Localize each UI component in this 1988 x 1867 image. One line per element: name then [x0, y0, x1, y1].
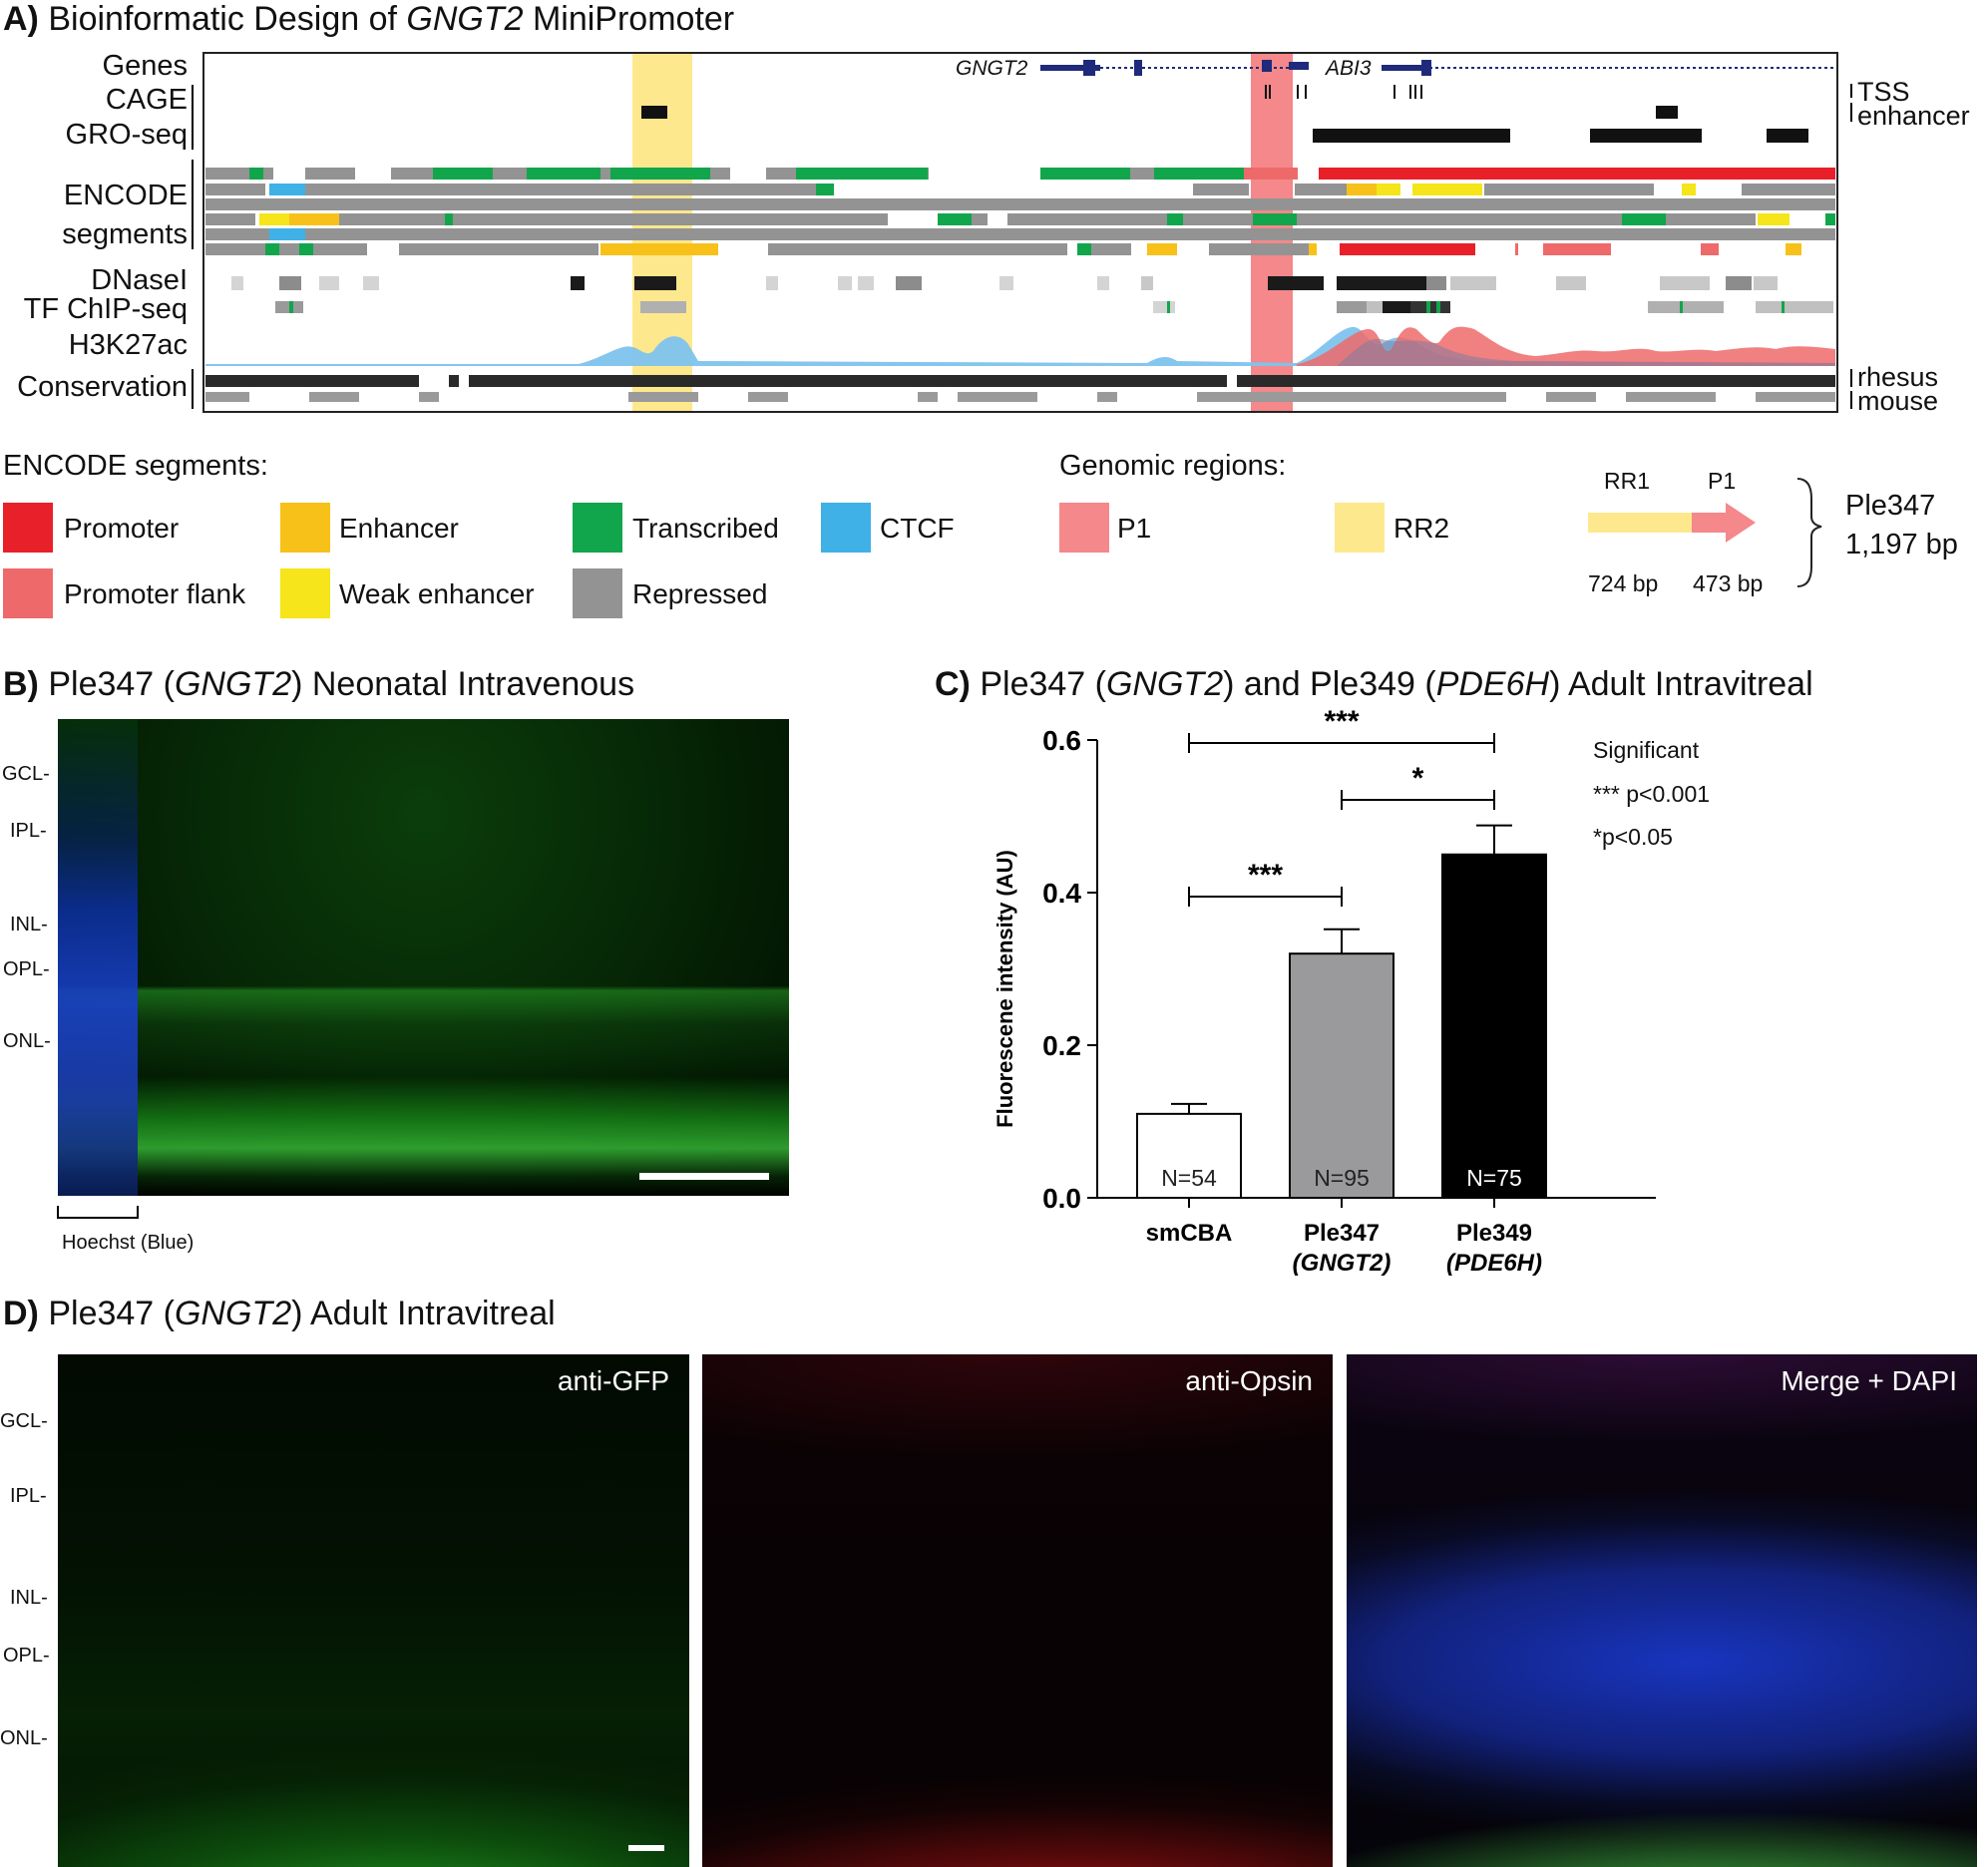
- swatch-promoter-flank: [3, 568, 53, 618]
- track-label-conservation: Conservation: [17, 371, 188, 403]
- y-axis-label: Fluorescene intensity (AU): [993, 850, 1017, 1128]
- layer-b-opl: OPL-: [3, 958, 50, 980]
- construct-rr1: RR1: [1604, 468, 1651, 494]
- panel-d-title: D) Ple347 (GNGT2) Adult Intravitreal: [3, 1295, 556, 1332]
- gro-seq-track: [1313, 129, 1808, 143]
- panel-b-title: B) Ple347 (GNGT2) Neonatal Intravenous: [3, 665, 635, 703]
- label-ctcf: CTCF: [880, 513, 955, 544]
- label-enhancer: Enhancer: [339, 513, 459, 544]
- n-label: N=95: [1314, 1165, 1370, 1191]
- micrograph-neonatal: [58, 719, 789, 1196]
- scale-bar: [639, 1173, 769, 1180]
- layer-d-ipl: IPL-: [10, 1485, 47, 1507]
- swatch-rr2: [1335, 503, 1385, 553]
- encode-segments: [205, 168, 1835, 255]
- dnase-track: [231, 276, 1778, 290]
- y-tick-label: 0.6: [1042, 725, 1081, 756]
- track-label-segments: segments: [62, 218, 188, 250]
- label-repressed: Repressed: [632, 578, 768, 609]
- swatch-transcribed: [573, 503, 622, 553]
- swatch-enhancer: [280, 503, 330, 553]
- bar: [1289, 952, 1394, 1200]
- construct-size: 1,197 bp: [1845, 529, 1958, 560]
- layer-d-gcl: GCL-: [0, 1410, 48, 1432]
- track-label-gro-seq: GRO-seq: [65, 119, 188, 151]
- track-label-cage: CAGE: [105, 84, 188, 116]
- track-label-encode: ENCODE: [63, 180, 188, 211]
- layer-b-ipl: IPL-: [10, 820, 47, 842]
- layer-d-opl: OPL-: [3, 1645, 50, 1667]
- track-label-h3k27ac: H3K27ac: [68, 329, 188, 361]
- hoechst-label: Hoechst (Blue): [62, 1232, 195, 1254]
- right-label-mouse: mouse: [1857, 386, 1939, 416]
- swatch-promoter: [3, 503, 53, 553]
- construct-p1-bp: 473 bp: [1693, 570, 1764, 596]
- layer-d-inl: INL-: [10, 1587, 48, 1609]
- gene-label-gngt2: GNGT2: [956, 57, 1028, 80]
- swatch-p1: [1059, 503, 1109, 553]
- n-label: N=54: [1161, 1165, 1217, 1191]
- legend-segments-header: ENCODE segments:: [3, 450, 268, 482]
- layer-b-inl: INL-: [10, 914, 48, 935]
- significance-line2: *p<0.05: [1593, 824, 1673, 850]
- label-transcribed: Transcribed: [632, 513, 779, 544]
- layer-b-onl: ONL-: [3, 1030, 51, 1052]
- significance-line1: *** p<0.001: [1593, 781, 1711, 807]
- channel-label-gfp: anti-GFP: [557, 1365, 669, 1396]
- micrograph-anti-opsin: anti-Opsin: [702, 1354, 1333, 1867]
- y-tick-label: 0.2: [1042, 1030, 1081, 1061]
- layer-b-gcl: GCL-: [2, 763, 50, 785]
- construct-p1: P1: [1708, 468, 1737, 494]
- track-label-dnase: DNaseI: [91, 264, 188, 296]
- label-rr2: RR2: [1393, 513, 1450, 544]
- label-weak-enhancer: Weak enhancer: [339, 578, 535, 609]
- swatch-repressed: [573, 568, 622, 618]
- x-tick-label: Ple349: [1456, 1220, 1532, 1247]
- significance-stars: ***: [1248, 859, 1283, 892]
- channel-label-merge: Merge + DAPI: [1781, 1365, 1957, 1396]
- x-tick-label: (PDE6H): [1446, 1250, 1542, 1277]
- significance-stars: *: [1412, 762, 1424, 795]
- label-p1: P1: [1117, 513, 1152, 544]
- significance-header: Significant: [1593, 737, 1700, 763]
- n-label: N=75: [1466, 1165, 1522, 1191]
- x-tick-label: smCBA: [1146, 1220, 1233, 1247]
- right-label-tss: TSS: [1857, 77, 1910, 107]
- y-tick-label: 0.0: [1042, 1183, 1081, 1214]
- hoechst-bracket: [57, 1206, 139, 1219]
- track-label-tf-chip: TF ChIP-seq: [23, 293, 188, 325]
- scale-bar-d: [628, 1845, 664, 1851]
- y-tick-label: 0.4: [1042, 878, 1081, 909]
- label-promoter: Promoter: [64, 513, 180, 544]
- x-tick-label: (GNGT2): [1293, 1250, 1392, 1277]
- swatch-ctcf: [821, 503, 871, 553]
- conservation-track: [205, 375, 1835, 402]
- channel-label-opsin: anti-Opsin: [1185, 1365, 1313, 1396]
- construct-diagram: [1588, 478, 1822, 587]
- panel-a-title: A) Bioinformatic Design of GNGT2 MiniPro…: [3, 0, 735, 38]
- hoechst-overlay: [58, 719, 138, 1196]
- micrograph-merge: Merge + DAPI: [1347, 1354, 1977, 1867]
- right-label-rhesus: rhesus: [1857, 362, 1939, 392]
- track-label-genes: Genes: [102, 50, 188, 82]
- micrograph-anti-gfp: anti-GFP: [58, 1354, 689, 1867]
- tf-chip-track: [275, 301, 1833, 313]
- layer-d-onl: ONL-: [0, 1727, 48, 1749]
- construct-name: Ple347: [1845, 490, 1936, 522]
- bar: [1441, 853, 1547, 1199]
- gene-label-abi3: ABI3: [1326, 57, 1372, 80]
- significance-stars: ***: [1324, 705, 1359, 738]
- label-promoter-flank: Promoter flank: [64, 578, 246, 609]
- construct-rr1-bp: 724 bp: [1588, 570, 1659, 596]
- swatch-weak-enhancer: [280, 568, 330, 618]
- genome-browser: [192, 52, 1852, 413]
- h3k27ac-track: [205, 326, 1835, 366]
- legend-regions-header: Genomic regions:: [1059, 450, 1287, 482]
- gene-track: [1040, 60, 1835, 76]
- cage-track: [641, 85, 1678, 119]
- panel-c-title: C) Ple347 (GNGT2) and Ple349 (PDE6H) Adu…: [935, 665, 1813, 703]
- right-label-enhancer: enhancer: [1857, 101, 1970, 131]
- x-tick-label: Ple347: [1304, 1220, 1380, 1247]
- bar-chart: 0.0 0.2 0.4 0.6 Fluorescene intensity (AU) N=…: [993, 705, 1656, 1277]
